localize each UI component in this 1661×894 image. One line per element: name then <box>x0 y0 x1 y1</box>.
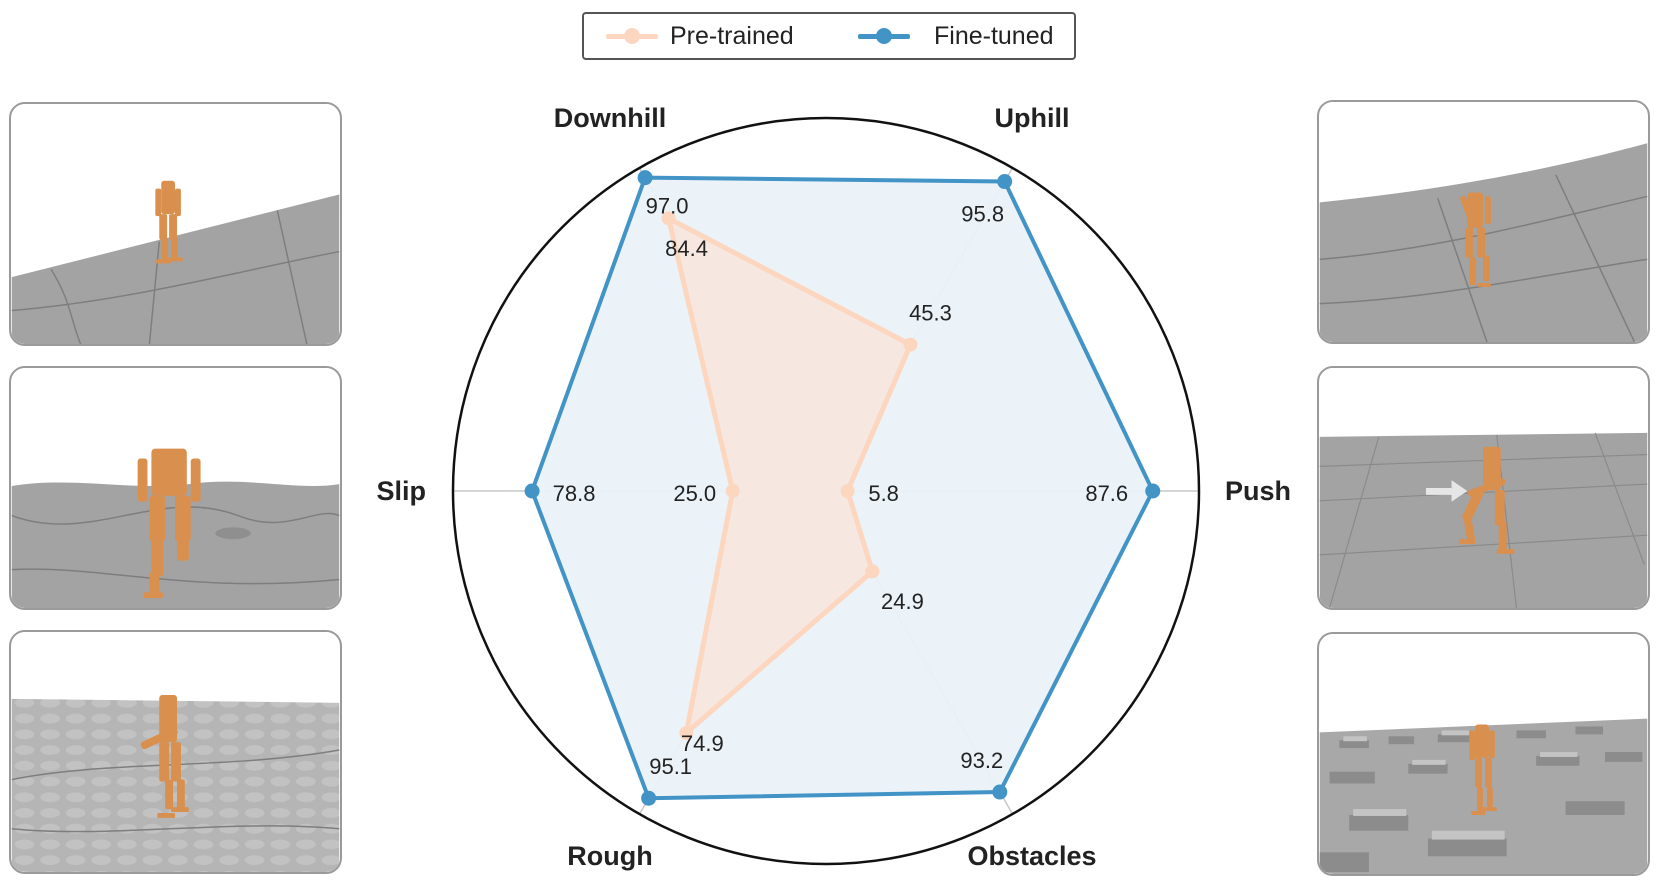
data-point-pre-trained-obstacles <box>865 564 880 579</box>
data-point-pre-trained-downhill <box>661 211 676 226</box>
axis-label-obstacles: Obstacles <box>967 841 1096 871</box>
scene-panel-push <box>1317 366 1650 610</box>
value-label-pre-trained-downhill: 84.4 <box>665 236 708 261</box>
value-label-pre-trained-uphill: 45.3 <box>909 300 952 325</box>
value-label-pre-trained-obstacles: 24.9 <box>881 589 924 614</box>
value-label-pre-trained-rough: 74.9 <box>681 731 724 756</box>
slip-scene <box>11 368 340 608</box>
data-point-pre-trained-push <box>840 484 855 498</box>
legend-label-pretrained: Pre-trained <box>670 22 794 50</box>
scene-panel-slip <box>9 366 342 610</box>
robot-figure <box>140 694 189 818</box>
scene-panel-downhill <box>9 102 342 346</box>
scene-panel-obstacles <box>1317 632 1650 876</box>
value-label-pre-trained-push: 5.8 <box>868 481 899 506</box>
rough-scene <box>11 632 340 872</box>
push-scene <box>1319 368 1648 608</box>
data-point-pre-trained-rough <box>679 725 694 740</box>
data-point-fine-tuned-obstacles <box>992 784 1008 800</box>
axis-label-slip: Slip <box>376 476 426 506</box>
axis-label-downhill: Downhill <box>554 103 666 133</box>
legend: Pre-trained Fine-tuned <box>582 12 1076 60</box>
radar-outer-circle <box>451 116 1201 866</box>
value-label-fine-tuned-slip: 78.8 <box>553 481 596 506</box>
data-point-fine-tuned-downhill <box>637 170 653 186</box>
data-point-pre-trained-uphill <box>903 337 918 352</box>
value-label-fine-tuned-push: 87.6 <box>1085 481 1128 506</box>
obstacles-scene <box>1319 634 1648 874</box>
axis-label-rough: Rough <box>567 841 652 871</box>
series-fill-pre-trained <box>668 218 911 733</box>
data-point-pre-trained-slip <box>725 484 740 498</box>
value-label-pre-trained-slip: 25.0 <box>673 481 716 506</box>
robot-figure <box>1469 724 1497 815</box>
robot-figure <box>155 180 183 264</box>
data-point-fine-tuned-push <box>1145 483 1161 499</box>
legend-marker-finetuned <box>876 28 892 44</box>
data-point-fine-tuned-rough <box>641 790 657 806</box>
axis-label-uphill: Uphill <box>995 103 1070 133</box>
scene-panel-rough <box>9 630 342 874</box>
data-point-fine-tuned-uphill <box>997 174 1013 190</box>
value-label-fine-tuned-uphill: 95.8 <box>961 201 1004 226</box>
robot-figure <box>1460 192 1491 287</box>
axis-label-push: Push <box>1225 476 1291 506</box>
legend-marker-pretrained <box>624 28 640 44</box>
robot-figure <box>137 448 201 599</box>
robot-figure <box>1459 446 1515 554</box>
push-arrow-icon <box>1425 480 1468 502</box>
scene-panel-uphill <box>1317 100 1650 344</box>
uphill-scene <box>1319 102 1648 342</box>
value-label-fine-tuned-downhill: 97.0 <box>646 193 689 218</box>
legend-label-finetuned: Fine-tuned <box>934 22 1054 50</box>
value-label-fine-tuned-rough: 95.1 <box>649 754 692 779</box>
value-label-fine-tuned-obstacles: 93.2 <box>960 748 1003 773</box>
data-point-fine-tuned-slip <box>524 483 540 499</box>
downhill-scene <box>11 104 340 344</box>
